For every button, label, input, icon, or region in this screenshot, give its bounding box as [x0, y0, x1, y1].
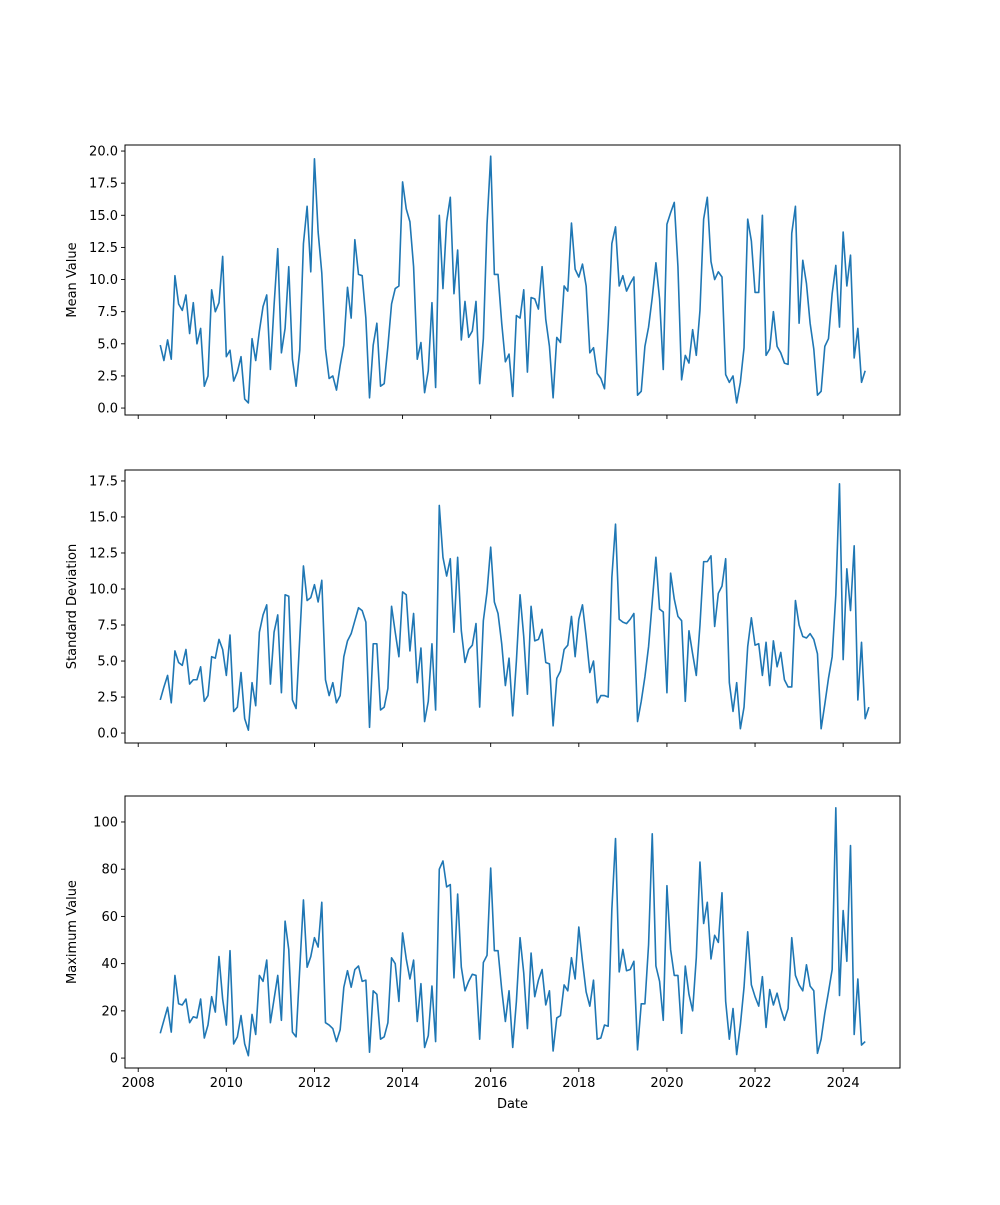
y-tick-label: 0 — [110, 1052, 118, 1067]
data-line — [159, 155, 866, 404]
data-line — [159, 483, 870, 731]
y-axis-label: Maximum Value — [65, 880, 80, 984]
y-tick-label: 20 — [101, 1004, 118, 1019]
y-tick-label: 20.0 — [89, 145, 118, 160]
y-tick-label: 15.0 — [89, 209, 118, 224]
data-line — [159, 807, 866, 1057]
y-tick-label: 7.5 — [97, 305, 118, 320]
x-tick-label: 2014 — [386, 1076, 419, 1091]
y-tick-label: 12.5 — [89, 546, 118, 561]
subplot-3: 0 20 40 60 80 100 2008 2010 2012 2014 2016 2018 2020… — [65, 795, 901, 1112]
x-axis-label: Date — [497, 1097, 528, 1112]
y-tick-label: 5.0 — [97, 655, 118, 670]
y-tick-label: 40 — [101, 957, 118, 972]
subplot-2: 0.0 2.5 5.0 7.5 10.0 12.5 15.0 17.5 Standard Dev… — [65, 469, 901, 747]
y-tick-label: 0.0 — [97, 402, 118, 417]
y-tick-label: 80 — [101, 863, 118, 878]
x-tick-label: 2016 — [474, 1076, 507, 1091]
x-tick-label: 2018 — [562, 1076, 595, 1091]
y-tick-label: 7.5 — [97, 619, 118, 634]
y-tick-label: 5.0 — [97, 337, 118, 352]
y-tick-label: 0.0 — [97, 727, 118, 742]
y-tick-label: 2.5 — [97, 691, 118, 706]
y-axis-label: Standard Deviation — [65, 544, 80, 669]
y-tick-label: 17.5 — [89, 177, 118, 192]
y-tick-label: 10.0 — [89, 582, 118, 597]
x-tick-label: 2020 — [650, 1076, 683, 1091]
y-tick-label: 2.5 — [97, 369, 118, 384]
y-tick-label: 17.5 — [89, 474, 118, 489]
y-tick-label: 60 — [101, 910, 118, 925]
axes-frame — [124, 469, 901, 744]
axes-frame — [124, 795, 901, 1069]
x-tick-label: 2024 — [827, 1076, 860, 1091]
y-axis-label: Mean Value — [65, 242, 80, 317]
y-tick-label: 15.0 — [89, 510, 118, 525]
y-tick-label: 100 — [93, 815, 118, 830]
subplot-1: 0.0 2.5 5.0 7.5 10.0 12.5 15.0 17.5 20.0 Mean Val… — [65, 144, 901, 419]
y-tick-label: 12.5 — [89, 241, 118, 256]
y-tick-label: 10.0 — [89, 273, 118, 288]
x-tick-label: 2012 — [298, 1076, 331, 1091]
x-tick-label: 2022 — [738, 1076, 771, 1091]
x-tick-label: 2010 — [210, 1076, 243, 1091]
axes-frame — [124, 144, 901, 416]
x-tick-label: 2008 — [122, 1076, 155, 1091]
